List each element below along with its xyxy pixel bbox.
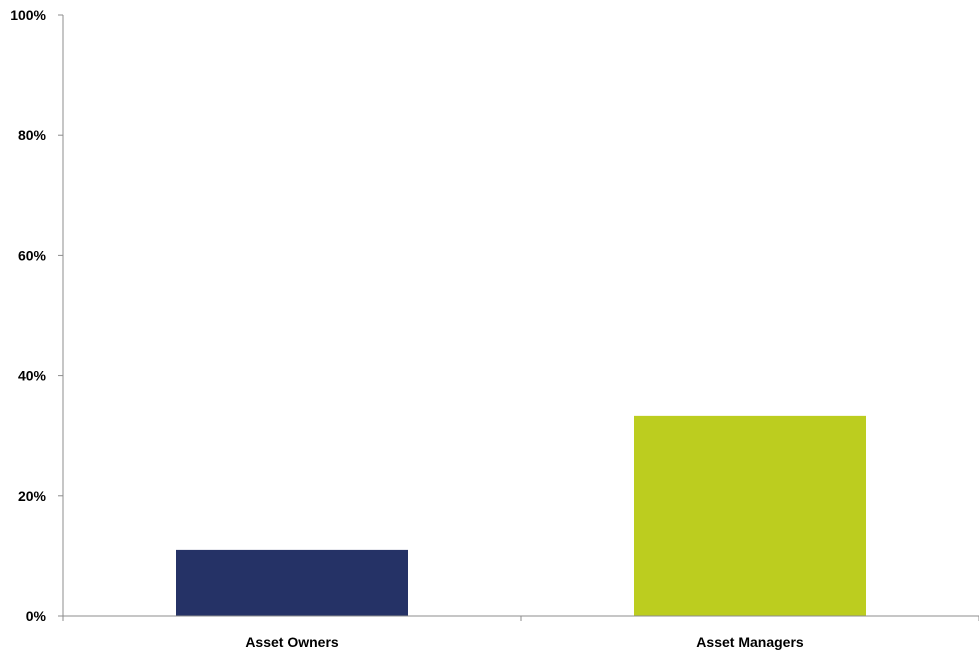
x-axis-labels: Asset Owners Asset Managers (245, 634, 804, 650)
y-tick-label: 100% (10, 7, 46, 23)
y-tick-label: 20% (18, 488, 47, 504)
y-tick-label: 0% (26, 608, 47, 624)
y-axis-ticks: 0% 20% 40% 60% 80% 100% (10, 7, 63, 624)
x-tick-label: Asset Owners (245, 634, 339, 650)
y-tick-label: 40% (18, 368, 47, 384)
bar-asset-owners (176, 549, 408, 616)
x-tick-label: Asset Managers (696, 634, 804, 650)
axes (62, 15, 979, 621)
bars (176, 415, 866, 616)
bar-asset-managers (634, 415, 866, 616)
y-tick-label: 60% (18, 247, 47, 263)
y-tick-label: 80% (18, 127, 47, 143)
